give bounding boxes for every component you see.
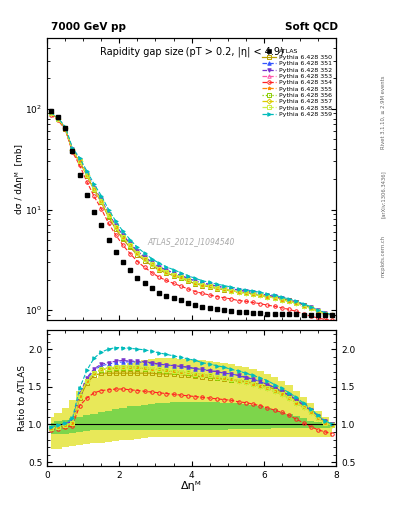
Text: [arXiv:1306.3436]: [arXiv:1306.3436] [381,170,386,219]
Text: ATLAS_2012_I1094540: ATLAS_2012_I1094540 [148,237,235,246]
Text: mcplots.cern.ch: mcplots.cern.ch [381,235,386,277]
Y-axis label: dσ / dΔηᴹ  [mb]: dσ / dΔηᴹ [mb] [15,144,24,214]
Y-axis label: Ratio to ATLAS: Ratio to ATLAS [18,365,27,431]
Text: Soft QCD: Soft QCD [285,22,338,32]
Legend: ATLAS, Pythia 6.428 350, Pythia 6.428 351, Pythia 6.428 352, Pythia 6.428 353, P: ATLAS, Pythia 6.428 350, Pythia 6.428 35… [261,47,333,118]
X-axis label: Δηᴹ: Δηᴹ [181,481,202,491]
Text: Rivet 3.1.10, ≥ 2.9M events: Rivet 3.1.10, ≥ 2.9M events [381,76,386,150]
Text: 7000 GeV pp: 7000 GeV pp [51,22,126,32]
Text: Rapidity gap size (pT > 0.2, |η| < 4.9): Rapidity gap size (pT > 0.2, |η| < 4.9) [100,47,283,57]
